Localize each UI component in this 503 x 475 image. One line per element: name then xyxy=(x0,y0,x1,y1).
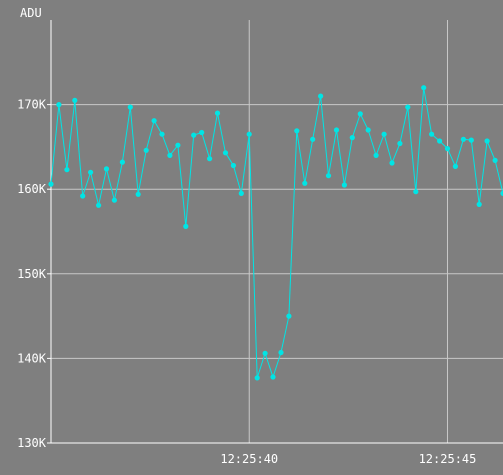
data-point xyxy=(278,349,284,356)
y-tick-label: 150K xyxy=(17,267,47,281)
data-point xyxy=(96,202,102,208)
data-point xyxy=(437,138,443,144)
y-tick-label: 130K xyxy=(17,436,47,450)
data-point xyxy=(333,127,340,133)
data-point xyxy=(238,190,244,196)
y-tick-label: 140K xyxy=(17,351,47,365)
data-point xyxy=(286,313,292,319)
data-point xyxy=(294,128,300,134)
data-point xyxy=(88,169,94,175)
data-point xyxy=(48,181,54,187)
data-point xyxy=(421,85,427,91)
data-point xyxy=(460,136,466,142)
data-point xyxy=(64,167,70,173)
x-tick-label: 12:25:40 xyxy=(220,452,278,466)
data-point xyxy=(389,160,395,166)
data-point xyxy=(143,147,149,153)
data-point xyxy=(103,166,110,172)
data-point xyxy=(111,197,117,203)
data-point xyxy=(270,374,276,380)
data-point xyxy=(191,132,197,138)
data-point xyxy=(302,180,308,186)
y-tick-labels: 130K 140K 150K 160K 170K xyxy=(17,98,47,450)
data-point xyxy=(476,201,482,207)
x-tick-labels: 12:25:40 12:25:45 xyxy=(220,452,476,466)
data-point xyxy=(429,131,435,137)
data-point xyxy=(254,375,260,381)
y-axis-label: ADU xyxy=(20,6,42,20)
data-point xyxy=(135,191,141,197)
data-point xyxy=(167,152,173,158)
data-point xyxy=(452,163,458,169)
data-point xyxy=(492,157,498,163)
data-point xyxy=(381,131,387,137)
data-point xyxy=(222,150,229,156)
data-point xyxy=(127,104,133,110)
data-point xyxy=(230,162,236,169)
y-tick-label: 170K xyxy=(17,98,47,112)
data-point xyxy=(349,135,355,141)
data-point xyxy=(72,97,78,103)
data-point xyxy=(56,102,62,108)
data-point xyxy=(365,127,371,133)
data-point xyxy=(325,173,332,179)
data-point xyxy=(405,104,411,110)
data-point xyxy=(318,93,324,99)
data-point xyxy=(175,142,181,148)
data-point xyxy=(444,146,451,152)
data-point xyxy=(373,152,379,158)
grid-lines xyxy=(47,20,503,444)
data-point xyxy=(246,131,252,137)
data-point xyxy=(310,136,316,142)
data-point xyxy=(151,118,157,124)
x-tick-label: 12:25:45 xyxy=(419,452,477,466)
axes xyxy=(50,20,503,444)
data-point xyxy=(341,182,347,188)
data-point xyxy=(159,131,165,137)
data-point xyxy=(397,140,403,147)
data-point xyxy=(214,110,221,116)
data-point xyxy=(183,223,189,229)
data-point xyxy=(207,156,213,162)
y-tick-label: 160K xyxy=(17,182,47,196)
data-point xyxy=(413,189,419,195)
data-point xyxy=(262,350,268,356)
data-point xyxy=(484,138,490,144)
data-point xyxy=(80,193,86,199)
data-point xyxy=(357,111,363,117)
data-point xyxy=(468,137,474,143)
data-point xyxy=(500,190,503,196)
data-point xyxy=(199,129,205,136)
series-line xyxy=(50,87,503,379)
series-layer xyxy=(48,85,503,381)
data-point xyxy=(119,159,125,165)
